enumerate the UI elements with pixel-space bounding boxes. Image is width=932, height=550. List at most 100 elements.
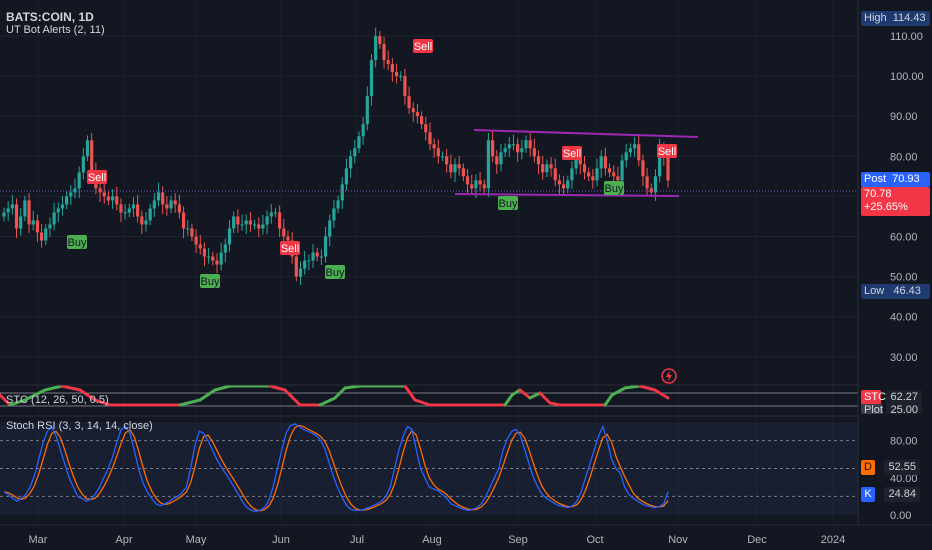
candle-body — [549, 164, 553, 169]
stoch-k-line — [3, 423, 669, 512]
sell-signal — [657, 144, 677, 158]
stoch-title[interactable]: Stoch RSI (3, 3, 14, 14, close) — [6, 420, 153, 432]
candle-body — [407, 96, 411, 109]
candle-body — [81, 156, 85, 173]
candle-body — [298, 268, 303, 277]
candle-body — [461, 168, 465, 177]
stc-line-segment — [268, 384, 287, 392]
candle-body — [553, 168, 557, 181]
stc-pane — [0, 384, 858, 407]
buy-signal — [67, 235, 87, 249]
stc-line-segment — [78, 388, 97, 402]
candle-body — [35, 220, 40, 233]
candle-body — [499, 152, 503, 165]
candle-body — [620, 160, 624, 181]
low-label: Low — [864, 285, 885, 297]
stoch-tick: 40.00 — [890, 473, 918, 485]
candle-body — [311, 252, 315, 261]
candle-body — [23, 200, 27, 217]
candle-body — [628, 148, 633, 153]
stc-line-segment — [653, 388, 670, 400]
candle-body — [219, 252, 223, 265]
candle-body — [645, 176, 649, 189]
stc-line-segment — [403, 384, 417, 402]
sell-signal-label: Sell — [281, 243, 299, 255]
candle-body — [165, 204, 169, 209]
post-value: 70.93 — [892, 173, 920, 185]
candle-body — [361, 124, 365, 137]
stc-title[interactable]: STC (12, 26, 50, 0.5) — [6, 394, 109, 406]
candle-body — [616, 176, 620, 181]
sell-signal-label: Sell — [414, 41, 432, 53]
candle-body — [566, 180, 570, 189]
candle-body — [202, 248, 207, 257]
candle-body — [612, 172, 616, 177]
candle-body — [507, 144, 511, 149]
candle-body — [532, 148, 536, 157]
candle-body — [415, 112, 420, 117]
candle-body — [261, 224, 265, 229]
candle-body — [60, 204, 65, 209]
last-price-badge: 70.78 +25.65% — [861, 187, 930, 216]
candle-body — [440, 156, 445, 158]
time-tick: Apr — [115, 534, 132, 546]
candle-body — [131, 204, 136, 209]
stoch-tick: 0.00 — [890, 510, 911, 522]
candle-body — [115, 196, 119, 205]
candle-body — [215, 260, 219, 265]
candle-body — [495, 156, 499, 165]
candle-body — [181, 212, 186, 229]
candle-body — [236, 216, 240, 225]
candle-body — [524, 140, 528, 149]
high-badge: High 114.43 — [861, 11, 930, 26]
candle-body — [19, 216, 23, 229]
stc-line-segment — [198, 388, 217, 402]
candle-body — [110, 196, 115, 201]
time-tick: Mar — [29, 534, 48, 546]
high-value: 114.43 — [892, 12, 926, 24]
candle-body — [365, 96, 369, 125]
time-tick: May — [186, 534, 207, 546]
time-tick: Oct — [586, 534, 603, 546]
symbol-title[interactable]: BATS:COIN, 1D — [6, 10, 94, 24]
candle-body — [161, 192, 165, 205]
candle-body — [98, 188, 102, 193]
stoch-d-label: D — [861, 460, 875, 475]
sell-signal-label: Sell — [88, 172, 106, 184]
candle-body — [265, 216, 269, 225]
indicator-title[interactable]: UT Bot Alerts (2, 11) — [6, 24, 105, 36]
stc-line-segment — [518, 388, 532, 400]
candle-body — [31, 220, 35, 225]
candle-body — [48, 224, 52, 229]
candle-body — [207, 256, 211, 258]
price-candles — [2, 27, 670, 286]
stc-line-segment — [413, 398, 432, 407]
time-tick: Sep — [508, 534, 528, 546]
buy-signal-label: Buy — [68, 237, 87, 249]
buy-signal — [325, 265, 345, 279]
candle-body — [449, 164, 453, 173]
stc-badge-label: STC — [861, 390, 886, 405]
candle-body — [127, 208, 131, 213]
candle-body — [374, 36, 378, 61]
candle-body — [173, 200, 177, 205]
candle-body — [561, 184, 566, 189]
candle-body — [190, 228, 194, 237]
stc-line-segment — [213, 384, 232, 392]
post-badge: Post 70.93 — [861, 172, 930, 187]
candle-body — [14, 204, 19, 229]
candle-body — [278, 212, 282, 229]
candle-body — [378, 36, 382, 45]
candle-body — [136, 204, 140, 217]
candle-body — [148, 208, 152, 221]
candle-body — [344, 168, 349, 185]
candle-body — [156, 192, 161, 201]
candle-body — [252, 224, 257, 226]
stc-line-segment — [610, 386, 627, 397]
candle-body — [637, 144, 641, 161]
candle-body — [574, 156, 578, 169]
stc-badge-value: 62.27 — [886, 390, 922, 405]
